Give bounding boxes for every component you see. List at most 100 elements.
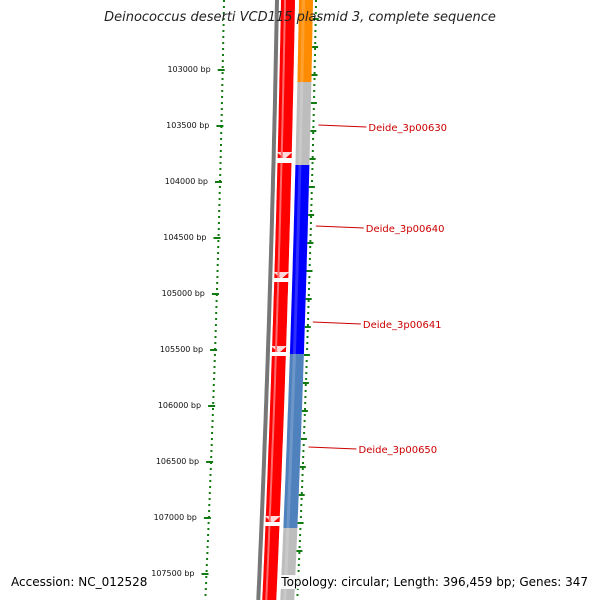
minor-tick-inner [219,156,222,158]
minor-tick-outer [303,420,306,422]
minor-tick-inner [210,456,213,458]
minor-tick-inner [215,312,218,314]
minor-tick-outer [313,72,316,74]
minor-tick-inner [222,48,225,50]
minor-tick-inner [212,396,215,398]
position-label: 103000 bp [167,65,210,74]
cds-highlight [265,526,271,600]
minor-tick-outer [303,432,306,434]
minor-tick-outer [313,96,316,98]
minor-tick-inner [221,90,224,92]
minor-tick-inner [208,504,211,506]
major-tick-outer [305,298,312,300]
minor-tick-inner [206,540,209,542]
minor-tick-outer [296,588,299,590]
cds-arrow-notch [276,152,293,159]
major-tick-outer [310,102,317,104]
minor-tick-inner [210,450,213,452]
minor-tick-inner [205,576,208,578]
major-tick-inner [203,517,211,519]
gene-label[interactable]: Deide_3p00641 [363,320,442,331]
minor-tick-outer [299,516,302,518]
minor-tick-inner [223,0,225,2]
major-tick-outer [303,354,310,356]
minor-tick-outer [310,204,313,206]
minor-tick-outer [311,180,313,182]
minor-tick-inner [211,420,214,422]
minor-tick-inner [209,468,212,470]
minor-tick-outer [298,540,301,542]
minor-tick-outer [304,408,306,410]
minor-tick-inner [216,270,219,272]
minor-tick-inner [204,594,207,596]
minor-tick-inner [222,30,225,32]
minor-tick-inner [218,210,221,212]
major-tick-outer [296,550,303,552]
minor-tick-outer [311,174,314,176]
minor-tick-inner [208,510,211,512]
minor-tick-outer [309,246,312,248]
minor-tick-inner [214,342,217,344]
minor-tick-outer [309,228,312,230]
minor-tick-inner [215,318,218,320]
position-label: 107000 bp [154,513,197,522]
minor-tick-inner [222,6,225,8]
minor-tick-outer [306,330,309,332]
gene-leader-line [312,321,361,325]
minor-tick-inner [205,564,208,566]
minor-tick-outer [314,24,317,26]
minor-tick-inner [209,486,212,488]
minor-tick-inner [214,336,217,338]
forward-cds-track [262,0,295,600]
minor-tick-outer [298,552,301,554]
gene-label[interactable]: Deide_3p00640 [366,224,445,235]
minor-tick-outer [313,66,316,68]
sequence-backbone [256,0,279,600]
minor-tick-inner [213,360,216,362]
gene-highlight [298,82,304,165]
minor-tick-outer [299,534,302,536]
minor-tick-outer [302,462,304,464]
position-label: 105000 bp [162,289,205,298]
cds-forward [274,163,292,278]
minor-tick-outer [306,348,309,350]
minor-tick-inner [207,522,210,524]
minor-tick-inner [212,384,215,386]
minor-tick-inner [210,438,213,440]
minor-tick-outer [300,498,303,500]
gene-leader-line [308,446,357,450]
minor-tick-inner [218,186,221,188]
minor-tick-inner [208,492,211,494]
minor-tick-outer [312,138,315,140]
minor-tick-outer [300,504,303,506]
major-tick-outer [302,382,309,384]
minor-tick-outer [297,570,300,572]
minor-tick-outer [309,240,312,242]
gene-label[interactable]: Deide_3p00630 [368,123,447,134]
minor-tick-outer [301,474,304,476]
minor-tick-outer [315,0,317,2]
cds-forward [271,282,289,352]
major-tick-outer [311,74,318,76]
minor-tick-inner [217,222,220,224]
minor-tick-inner [220,114,223,116]
minor-tick-inner [217,228,220,230]
minor-tick-outer [301,480,304,482]
minor-tick-outer [304,384,307,386]
minor-tick-inner [212,390,215,392]
minor-tick-inner [217,234,220,236]
gene-label[interactable]: Deide_3p00650 [359,445,438,456]
minor-tick-outer [301,468,304,470]
minor-tick-inner [219,174,222,176]
minor-tick-outer [302,456,305,458]
minor-tick-outer [313,78,316,80]
minor-tick-outer [305,372,308,374]
gene-highlight [292,165,302,354]
major-tick-outer [301,410,308,412]
gene-feature [289,165,310,354]
minor-tick-outer [308,276,311,278]
minor-tick-inner [208,498,211,500]
minor-tick-outer [310,192,313,194]
minor-tick-inner [217,252,220,254]
